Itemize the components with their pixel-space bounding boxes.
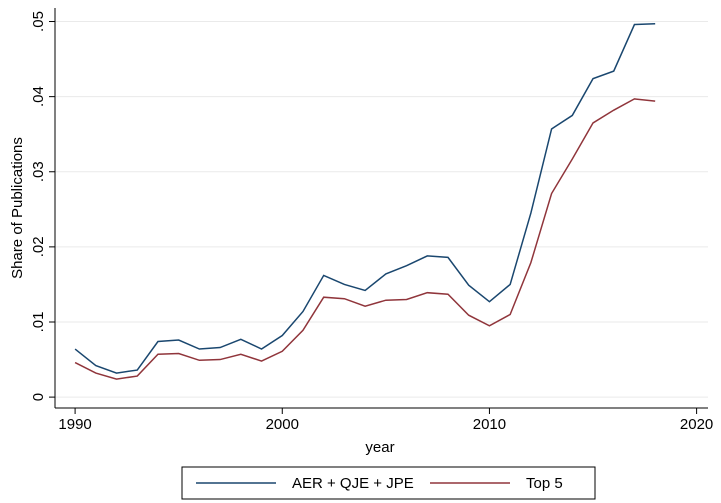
series-line — [74, 98, 656, 380]
y-tick-label: .01 — [30, 312, 47, 333]
legend-label: Top 5 — [526, 475, 563, 492]
x-axis-label: year — [365, 439, 394, 456]
y-tick-label: .05 — [30, 11, 47, 32]
y-tick-label: .04 — [30, 86, 47, 107]
y-axis-label: Share of Publications — [9, 137, 26, 279]
x-tick-label: 2000 — [266, 416, 299, 433]
x-tick-label: 2010 — [473, 416, 506, 433]
y-tick-label: .02 — [30, 236, 47, 257]
y-tick-label: 0 — [30, 393, 47, 401]
legend-label: AER + QJE + JPE — [292, 475, 414, 492]
y-tick-label: .03 — [30, 161, 47, 182]
x-tick-label: 2020 — [680, 416, 713, 433]
series-line — [74, 23, 656, 374]
x-tick-label: 1990 — [58, 416, 91, 433]
